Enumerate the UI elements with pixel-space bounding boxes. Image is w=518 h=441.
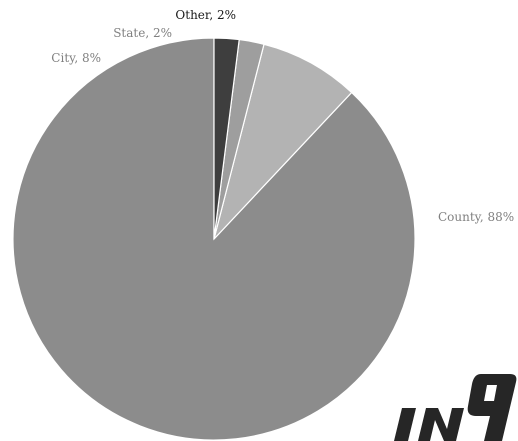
pie-slice-other [213, 37, 240, 240]
in9-logo [394, 374, 517, 441]
pie-label-state: State, 2% [113, 26, 172, 40]
pie-label-other: Other, 2% [175, 8, 236, 22]
pie-slices [12, 37, 416, 441]
pie-labels: County, 88% City, 8% State, 2%Other, 2% [51, 8, 514, 224]
in9-logo-mark [394, 374, 517, 441]
pie-label-county: County, 88% [438, 210, 514, 224]
pie-slice-city [213, 43, 353, 240]
pie-label-city: City, 8% [51, 51, 101, 65]
